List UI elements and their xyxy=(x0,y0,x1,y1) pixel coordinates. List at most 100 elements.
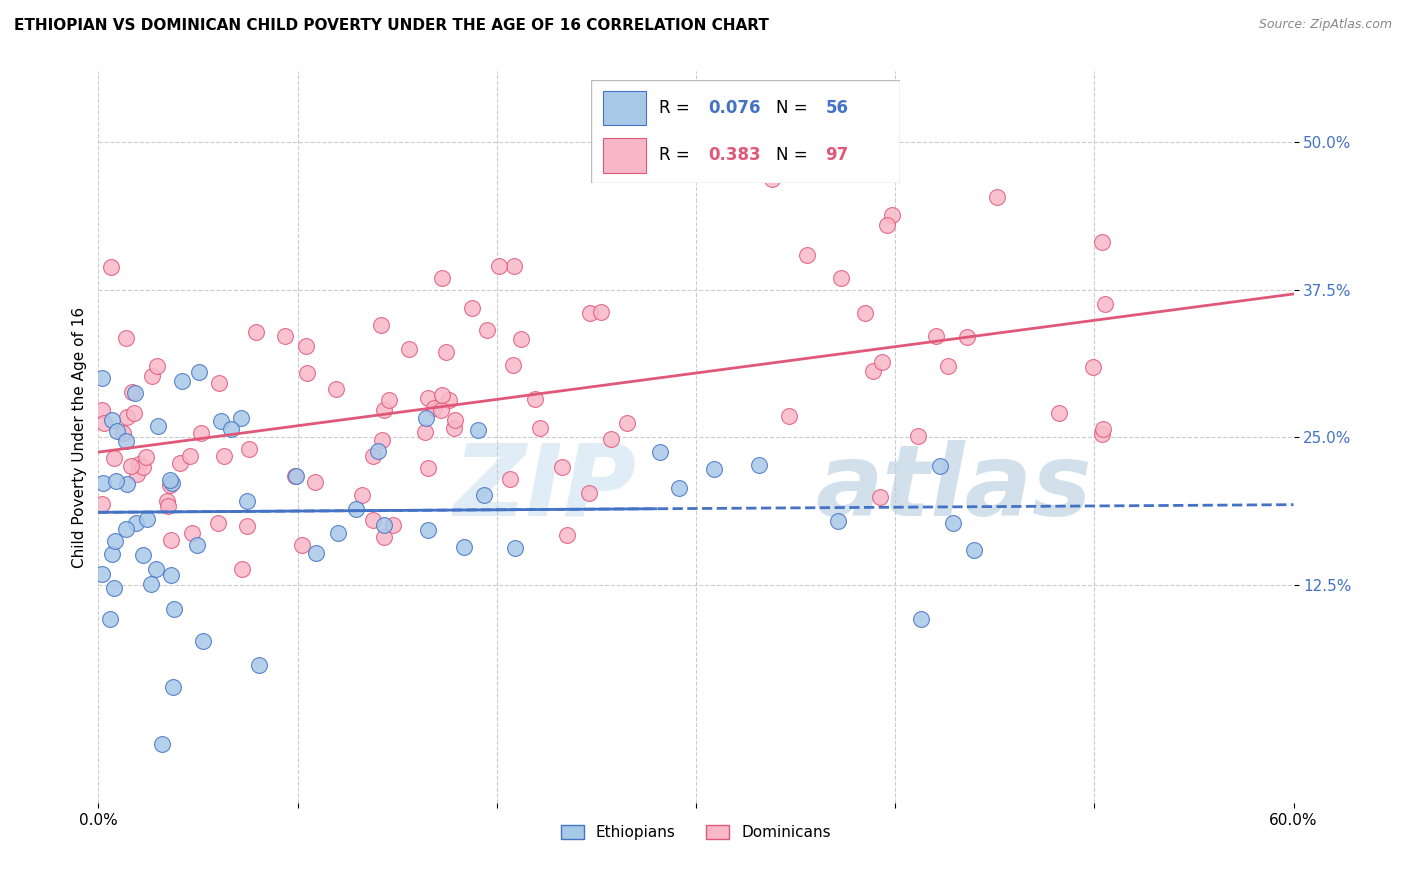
Point xyxy=(125,516,148,530)
Point xyxy=(115,434,138,448)
Point xyxy=(146,359,169,374)
Point xyxy=(127,467,149,482)
Legend: Ethiopians, Dominicans: Ethiopians, Dominicans xyxy=(555,819,837,847)
Point xyxy=(1094,297,1116,311)
Point xyxy=(274,329,297,343)
Point xyxy=(668,481,690,495)
Point xyxy=(207,516,229,531)
Point xyxy=(193,634,215,648)
Point xyxy=(524,392,547,406)
Point xyxy=(186,538,208,552)
Point xyxy=(862,364,884,378)
Point xyxy=(870,355,893,369)
Point xyxy=(229,411,252,425)
Point xyxy=(120,458,142,473)
Point xyxy=(453,541,475,555)
Point xyxy=(373,530,395,544)
Point xyxy=(295,338,318,352)
Point xyxy=(328,526,350,541)
Text: N =: N = xyxy=(776,99,813,117)
Point xyxy=(295,366,318,380)
Point xyxy=(398,343,420,357)
Point xyxy=(114,331,136,345)
Point xyxy=(112,425,135,440)
Point xyxy=(100,612,122,626)
Point xyxy=(117,476,139,491)
Point xyxy=(853,306,876,320)
Point xyxy=(128,457,150,471)
Point xyxy=(103,581,125,595)
Y-axis label: Child Poverty Under the Age of 16: Child Poverty Under the Age of 16 xyxy=(72,307,87,567)
Point xyxy=(443,413,465,427)
Point xyxy=(91,370,114,384)
Point xyxy=(91,497,114,511)
Point xyxy=(179,450,201,464)
Point xyxy=(132,548,155,562)
Point xyxy=(529,421,551,435)
Point xyxy=(830,271,852,285)
Point xyxy=(925,329,948,343)
Point xyxy=(907,429,929,443)
Point xyxy=(141,369,163,384)
Point xyxy=(437,393,460,408)
Point xyxy=(159,473,181,487)
Point xyxy=(304,475,326,489)
Point xyxy=(432,388,454,402)
Point xyxy=(557,528,579,542)
Point xyxy=(245,325,267,339)
Point xyxy=(956,330,979,344)
Point xyxy=(962,543,984,558)
Point xyxy=(122,406,145,420)
Point xyxy=(159,477,181,491)
Point xyxy=(936,359,959,374)
Point xyxy=(145,562,167,576)
Point xyxy=(434,344,457,359)
Text: R =: R = xyxy=(658,146,695,164)
Point xyxy=(107,424,129,438)
Point xyxy=(236,494,259,508)
Point xyxy=(418,392,440,406)
Point xyxy=(467,423,489,437)
Point xyxy=(352,488,374,502)
Point xyxy=(367,444,389,458)
Point xyxy=(703,462,725,476)
Text: ETHIOPIAN VS DOMINICAN CHILD POVERTY UNDER THE AGE OF 16 CORRELATION CHART: ETHIOPIAN VS DOMINICAN CHILD POVERTY UND… xyxy=(14,18,769,33)
Point xyxy=(188,365,211,379)
Point xyxy=(1091,422,1114,436)
Point xyxy=(1091,427,1114,442)
Point xyxy=(599,432,621,446)
Point xyxy=(415,411,437,425)
Point xyxy=(291,538,314,552)
Point xyxy=(344,502,367,516)
Point xyxy=(1091,235,1114,250)
Point xyxy=(423,401,446,416)
Point xyxy=(578,486,600,500)
Text: 0.076: 0.076 xyxy=(709,99,761,117)
Point xyxy=(91,566,114,581)
Point xyxy=(986,190,1008,204)
Text: 97: 97 xyxy=(825,146,849,164)
Point xyxy=(124,385,146,400)
Point xyxy=(778,409,800,423)
Point xyxy=(373,402,395,417)
Point xyxy=(616,417,638,431)
Point xyxy=(882,208,904,222)
Point xyxy=(121,385,143,400)
Point xyxy=(430,271,453,285)
Point xyxy=(429,402,451,417)
Point xyxy=(247,658,270,673)
Text: atlas: atlas xyxy=(815,440,1092,537)
FancyBboxPatch shape xyxy=(591,80,900,183)
Point xyxy=(499,472,522,486)
Point xyxy=(551,460,574,475)
Point xyxy=(285,469,308,483)
Point xyxy=(105,475,128,489)
Point xyxy=(502,358,524,372)
Text: ZIP: ZIP xyxy=(453,440,637,537)
Point xyxy=(416,461,439,475)
Point xyxy=(283,469,305,483)
Point xyxy=(160,533,183,547)
Point xyxy=(156,494,179,508)
Point xyxy=(93,416,115,430)
Point xyxy=(370,318,392,333)
